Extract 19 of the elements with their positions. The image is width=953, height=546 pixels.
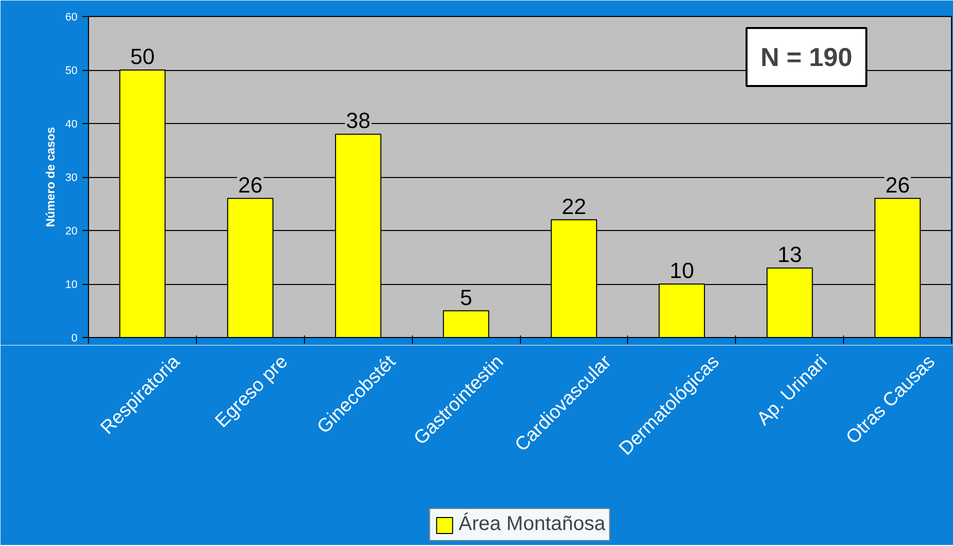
data-label: 26 — [885, 172, 910, 198]
data-label: 50 — [130, 44, 155, 69]
y-tick-label: 40 — [65, 118, 78, 130]
data-label: 10 — [670, 258, 694, 283]
y-tick-label: 10 — [65, 279, 78, 291]
data-label: 5 — [460, 284, 472, 310]
y-axis-title: Número de casos — [43, 126, 58, 228]
y-tick-label: 0 — [71, 332, 78, 344]
y-tick-label: 20 — [65, 226, 78, 238]
data-label: 38 — [346, 108, 370, 134]
data-label: 22 — [562, 194, 586, 219]
y-tick-label: 60 — [65, 12, 78, 24]
annotation: N = 190 — [760, 42, 852, 72]
y-tick-label: 30 — [65, 172, 78, 184]
y-tick-label: 50 — [65, 65, 78, 77]
data-label: 26 — [238, 172, 263, 198]
data-label: 13 — [777, 242, 802, 267]
bar — [442, 310, 490, 338]
legend-label: Área Montañosa — [458, 513, 606, 536]
